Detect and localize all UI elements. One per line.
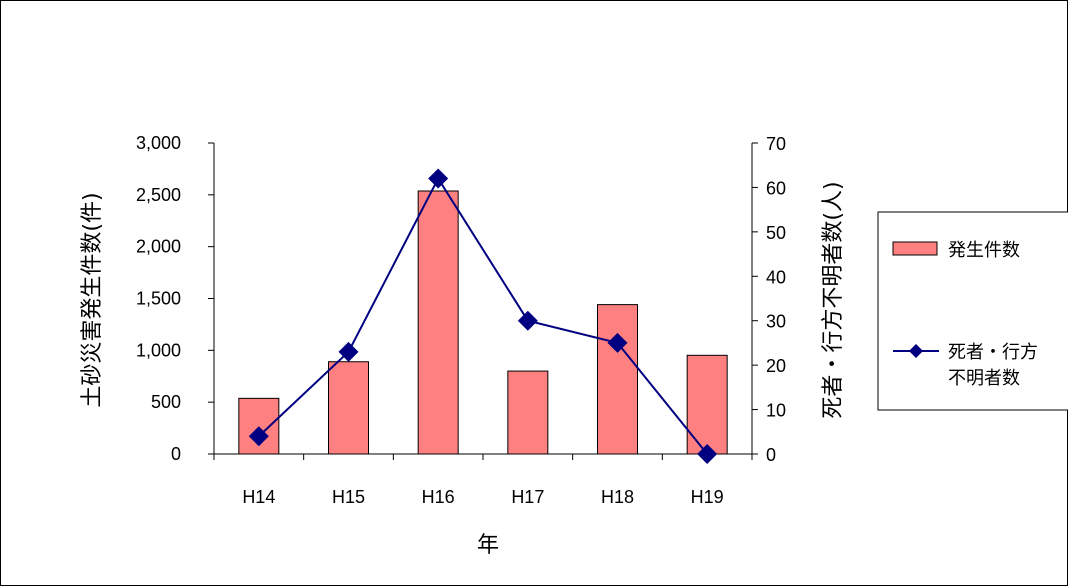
- x-tick-label-H19: H19: [691, 487, 724, 507]
- right-axis-title: 死者・行方不明者数(人): [821, 181, 846, 418]
- left-tick-label: 2,500: [136, 185, 181, 205]
- line-path: [258, 176, 708, 455]
- axes: [208, 142, 758, 460]
- right-tick-label: 30: [766, 312, 786, 332]
- x-tick-label-H16: H16: [422, 487, 455, 507]
- right-tick-label: 70: [766, 134, 786, 154]
- bar-H19: [686, 354, 728, 455]
- left-tick-label: 2,000: [136, 237, 181, 257]
- x-tick-label-H14: H14: [242, 487, 275, 507]
- right-tick-label: 50: [766, 223, 786, 243]
- x-tick-label-H17: H17: [511, 487, 544, 507]
- x-tick-label-H18: H18: [601, 487, 634, 507]
- left-tick-label: 0: [171, 444, 181, 464]
- right-tick-label: 40: [766, 267, 786, 287]
- x-axis-title: 年: [477, 533, 499, 558]
- legend-label-bar: 発生件数: [948, 240, 1020, 261]
- left-tick-label: 500: [151, 392, 181, 412]
- x-axis-tick-labels: H14 H15 H16 H17 H18 H19: [242, 487, 723, 507]
- line-marker-H16: [428, 168, 449, 189]
- legend-label-line-1: 死者・行方: [948, 342, 1038, 363]
- right-tick-label: 60: [766, 178, 786, 198]
- line-marker-H15: [338, 341, 359, 362]
- left-tick-label: 3,000: [136, 133, 181, 153]
- right-tick-label: 20: [766, 356, 786, 376]
- bar-H16: [417, 190, 459, 455]
- bar-H18: [597, 304, 638, 455]
- legend-diamond-marker: [909, 344, 923, 358]
- left-tick-label: 1,000: [136, 340, 181, 360]
- legend-bar-swatch: [892, 241, 938, 256]
- line-marker-H17: [517, 310, 538, 331]
- line-marker-H18: [607, 332, 628, 353]
- bar-H15: [328, 361, 369, 455]
- bar-H17: [507, 370, 549, 455]
- right-tick-label: 0: [766, 445, 776, 465]
- bar-series: [238, 190, 728, 455]
- legend-label-line-2: 不明者数: [948, 368, 1020, 389]
- x-tick-label-H15: H15: [332, 487, 365, 507]
- right-axis-tick-labels: 0 10 20 30 40 50 60 70: [766, 134, 786, 465]
- line-marker-H19: [697, 444, 718, 464]
- line-marker-H14: [248, 426, 269, 447]
- left-axis-title: 土砂災害発生件数(件): [80, 192, 105, 407]
- left-tick-label: 1,500: [136, 289, 181, 309]
- right-tick-label: 10: [766, 401, 786, 421]
- line-series: [248, 168, 718, 464]
- legend: 発生件数 死者・行方 不明者数: [877, 211, 1068, 411]
- left-axis-tick-labels: 0 500 1,000 1,500 2,000 2,500 3,000: [136, 133, 181, 464]
